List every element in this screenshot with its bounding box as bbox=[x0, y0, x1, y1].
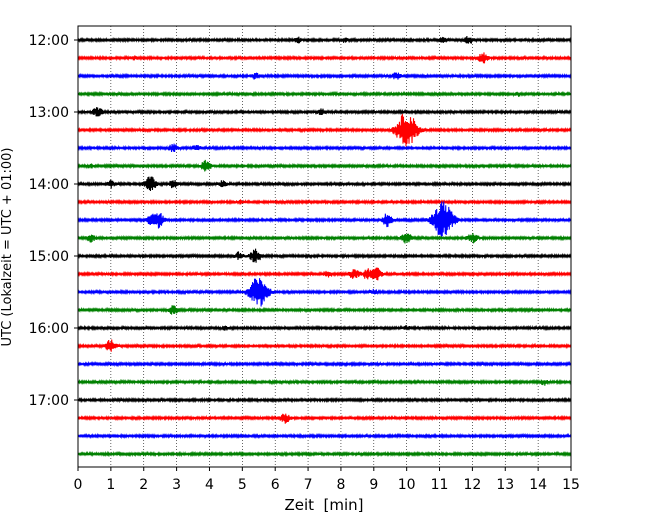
x-tick-label: 6 bbox=[271, 477, 280, 493]
trace-1200 bbox=[77, 35, 572, 44]
x-tick-label: 14 bbox=[529, 477, 547, 493]
trace-1700 bbox=[77, 396, 572, 404]
trace-1515 bbox=[77, 267, 572, 281]
y-tick-label: 14:00 bbox=[29, 177, 69, 193]
trace-1445 bbox=[77, 232, 572, 244]
x-tick-label: 10 bbox=[398, 477, 416, 493]
trace-1745 bbox=[77, 450, 572, 458]
trace-1230 bbox=[77, 72, 572, 80]
x-tick-label: 1 bbox=[106, 477, 115, 493]
x-tick-label: 4 bbox=[205, 477, 214, 493]
y-tick-label: 17:00 bbox=[29, 393, 69, 409]
x-tick-label: 15 bbox=[562, 477, 580, 493]
y-axis-label: UTC (Lokalzeit = UTC + 01:00) bbox=[0, 148, 15, 347]
trace-1545 bbox=[77, 305, 572, 315]
x-axis-label: Zeit [min] bbox=[284, 496, 363, 514]
x-tick-label: 9 bbox=[369, 477, 378, 493]
trace-1300 bbox=[77, 107, 572, 117]
seismic-traces bbox=[77, 35, 572, 458]
trace-1530 bbox=[77, 278, 572, 307]
y-tick-label: 13:00 bbox=[29, 105, 69, 121]
trace-1730 bbox=[77, 432, 572, 440]
x-axis-ticks: 0 1 2 3 4 5 6 7 8 9 10 11 12 13 14 15 bbox=[74, 467, 580, 493]
y-tick-label: 16:00 bbox=[29, 321, 69, 337]
trace-1430 bbox=[77, 201, 572, 238]
x-tick-label: 3 bbox=[172, 477, 181, 493]
plot-frame bbox=[77, 25, 572, 468]
trace-1600 bbox=[77, 324, 572, 332]
trace-1415 bbox=[77, 198, 572, 206]
trace-1330 bbox=[77, 143, 572, 153]
x-tick-label: 13 bbox=[496, 477, 514, 493]
x-tick-label: 7 bbox=[304, 477, 313, 493]
trace-1615 bbox=[77, 339, 572, 352]
y-axis-ticks: 12:00 13:00 14:00 15:00 16:00 17:00 bbox=[29, 33, 78, 409]
x-tick-label: 0 bbox=[74, 477, 83, 493]
trace-1645 bbox=[77, 378, 572, 386]
x-tick-label: 2 bbox=[139, 477, 148, 493]
y-tick-label: 12:00 bbox=[29, 33, 69, 49]
x-tick-label: 5 bbox=[238, 477, 247, 493]
trace-1345 bbox=[77, 159, 572, 172]
trace-1315 bbox=[77, 114, 572, 147]
trace-1215 bbox=[77, 52, 572, 64]
x-tick-label: 12 bbox=[463, 477, 481, 493]
y-tick-label: 15:00 bbox=[29, 249, 69, 265]
trace-1715 bbox=[77, 413, 572, 424]
x-tick-label: 8 bbox=[336, 477, 345, 493]
trace-1245 bbox=[77, 90, 572, 98]
x-tick-label: 11 bbox=[431, 477, 449, 493]
trace-1630 bbox=[77, 360, 572, 368]
trace-1400 bbox=[77, 176, 572, 192]
trace-1500 bbox=[77, 248, 572, 263]
